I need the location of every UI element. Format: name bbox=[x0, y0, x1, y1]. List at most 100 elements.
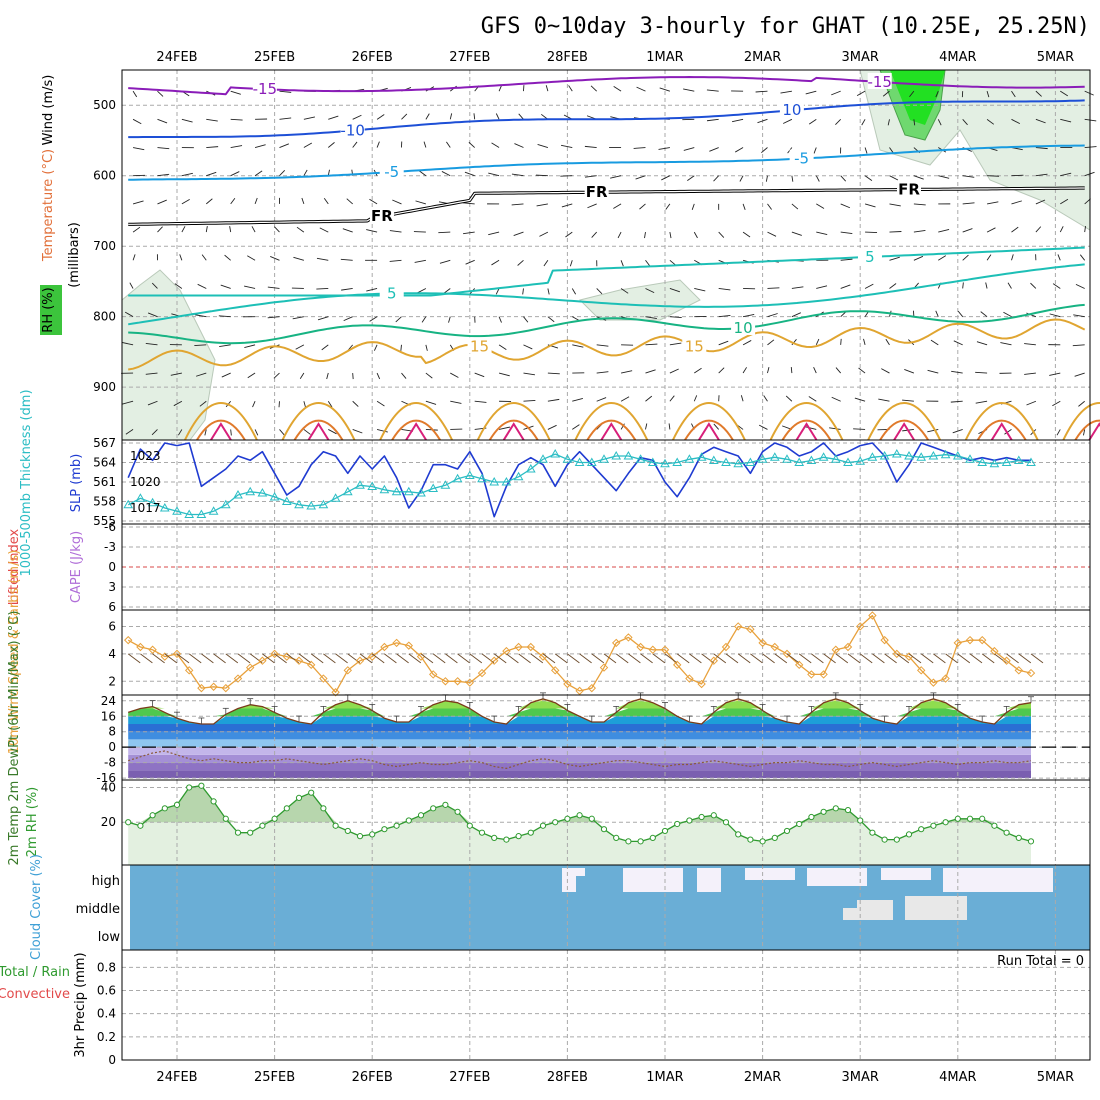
upper-wind-barb bbox=[742, 203, 746, 210]
upper-wind-barb bbox=[565, 231, 573, 238]
rh-marker bbox=[295, 794, 303, 802]
upper-wind-barb bbox=[474, 400, 487, 403]
wind-speed-marker bbox=[258, 656, 267, 665]
isotherm-15-lobe bbox=[379, 402, 454, 441]
precip-label: 3hr Precip (mm) bbox=[73, 952, 88, 1057]
thickness-marker bbox=[342, 486, 353, 496]
isotherm-25-lobe bbox=[990, 422, 1013, 441]
rh-marker bbox=[710, 812, 717, 819]
upper-wind-barb bbox=[691, 203, 695, 210]
wind-barb bbox=[811, 653, 824, 664]
stab-label: CAPE (J/kg) bbox=[69, 531, 84, 603]
upper-wind-barb bbox=[815, 175, 820, 182]
wind-speed-marker bbox=[892, 649, 902, 659]
rh-ytick: 20 bbox=[101, 815, 116, 829]
upper-wind-barb bbox=[463, 231, 475, 235]
upper-wind-barb bbox=[145, 343, 158, 346]
upper-wind-barb bbox=[523, 316, 529, 323]
upper-wind-barb bbox=[950, 400, 963, 403]
upper-wind-barb bbox=[665, 203, 671, 210]
precip-legend-conv: Convective bbox=[0, 987, 70, 1002]
upper-wind-barb bbox=[1035, 173, 1048, 177]
date-top-label: 27FEB bbox=[449, 50, 490, 65]
upper-wind-barb bbox=[645, 343, 658, 346]
wind-speed-marker bbox=[563, 679, 572, 689]
isotherm-15-lobe bbox=[476, 402, 551, 441]
upper-wind-barb bbox=[758, 424, 768, 430]
rh-marker bbox=[552, 819, 559, 826]
date-top-label: 3MAR bbox=[841, 50, 878, 65]
isotherm-15-lobe bbox=[964, 402, 1039, 441]
upper-wind-barb bbox=[224, 254, 231, 261]
upper-wind-barb bbox=[514, 143, 524, 148]
upper-wind-barb bbox=[400, 344, 402, 351]
upper-wind-barb bbox=[713, 423, 720, 430]
isotherm-15 bbox=[128, 318, 1086, 371]
upper-wind-barb bbox=[1000, 342, 1012, 346]
upper-wind-barb bbox=[1052, 400, 1061, 407]
wind-barb bbox=[847, 653, 861, 664]
wind-speed-marker bbox=[855, 622, 865, 631]
rh-ytick: 40 bbox=[101, 780, 116, 794]
upper-wind-barb bbox=[1035, 118, 1046, 124]
thickness-marker bbox=[220, 499, 231, 509]
upper-wind-barb bbox=[808, 118, 817, 125]
rh-marker bbox=[149, 812, 156, 819]
upper-wind-barb bbox=[636, 86, 646, 92]
temp-band bbox=[128, 708, 1031, 717]
thickness-marker bbox=[379, 484, 390, 494]
upper-wind-barb bbox=[659, 87, 671, 92]
rh-marker bbox=[247, 829, 254, 836]
rh-marker bbox=[1003, 829, 1010, 836]
wind-barb bbox=[396, 653, 409, 664]
contour-label: -15 bbox=[867, 73, 892, 91]
wind-speed-marker bbox=[1002, 656, 1011, 665]
upper-wind-barb bbox=[230, 118, 243, 121]
upper-wind-barb bbox=[645, 288, 655, 294]
wind-speed-marker bbox=[746, 624, 755, 634]
upper-wind-barb bbox=[498, 426, 511, 430]
upper-wind-barb bbox=[669, 342, 682, 346]
upper-wind-barb bbox=[303, 116, 316, 120]
thickness-marker bbox=[257, 488, 268, 497]
thickness-marker bbox=[172, 506, 182, 515]
wind-speed-marker bbox=[502, 646, 511, 656]
contour-label: 15 bbox=[685, 338, 704, 356]
upper-wind-barb bbox=[1079, 254, 1086, 261]
wind-speed-marker bbox=[697, 679, 706, 689]
upper-wind-barb bbox=[913, 175, 924, 180]
rh-marker bbox=[1015, 834, 1022, 841]
rh-marker bbox=[454, 808, 461, 815]
upper-wind-barb bbox=[986, 91, 990, 98]
wind-barb bbox=[554, 653, 568, 664]
cloud-clear-high bbox=[943, 868, 1053, 892]
upper-wind-barb bbox=[889, 203, 901, 207]
upper-wind-barb bbox=[783, 118, 793, 124]
cloud-label: Cloud Cover (%) bbox=[29, 854, 44, 960]
upper-wind-barb bbox=[195, 372, 207, 377]
cloud-clear-middle bbox=[843, 908, 893, 920]
upper-wind-barb bbox=[252, 401, 256, 408]
upper-wind-barb bbox=[415, 200, 427, 205]
upper-wind-barb bbox=[1060, 172, 1072, 177]
thickness-marker bbox=[1026, 457, 1036, 466]
rh-marker bbox=[234, 829, 242, 836]
upper-wind-barb bbox=[693, 231, 698, 239]
upper-wind-barb bbox=[913, 119, 916, 126]
upper-wind-barb bbox=[1011, 174, 1024, 177]
upper-wind-barb bbox=[644, 232, 646, 239]
upper-wind-barb bbox=[230, 171, 240, 177]
wind-barb bbox=[445, 653, 458, 664]
upper-wind-barb bbox=[157, 226, 163, 233]
upper-wind-barb bbox=[327, 400, 333, 408]
thickness-marker bbox=[891, 449, 902, 458]
cloud-row-label: low bbox=[98, 930, 121, 945]
contour-label-bg bbox=[379, 163, 404, 180]
upper-wind-barb bbox=[913, 203, 926, 206]
rh-marker bbox=[966, 815, 974, 822]
upper-wind-barb bbox=[316, 257, 329, 261]
upper-wind-barb bbox=[620, 423, 625, 430]
upper-wind-barb bbox=[902, 399, 914, 402]
upper-wind-barb bbox=[935, 90, 939, 98]
wind-barb bbox=[591, 653, 605, 664]
